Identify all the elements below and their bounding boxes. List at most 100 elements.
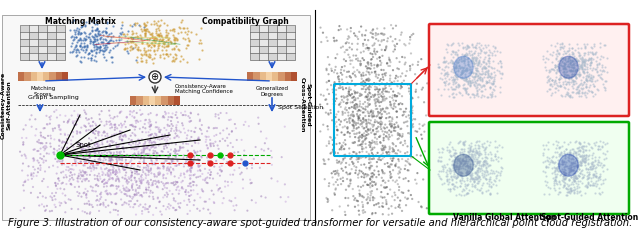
Point: [157, 48, 167, 52]
Text: Figure 3. Illustration of our consistency-aware spot-guided transformer for vers: Figure 3. Illustration of our consistenc…: [8, 218, 632, 228]
Point: [565, 151, 575, 155]
Point: [80, 172, 90, 175]
Point: [88, 205, 98, 209]
Point: [342, 94, 353, 98]
Point: [452, 53, 462, 57]
Point: [36, 131, 46, 134]
Point: [447, 177, 457, 181]
Point: [489, 75, 499, 79]
Point: [204, 168, 214, 172]
Point: [331, 187, 341, 190]
Point: [476, 166, 486, 170]
Point: [474, 64, 484, 68]
Point: [388, 157, 398, 161]
Point: [135, 203, 145, 207]
Point: [355, 116, 365, 120]
Point: [478, 65, 488, 69]
Point: [44, 152, 54, 156]
Point: [118, 184, 128, 188]
Point: [571, 72, 581, 76]
Point: [370, 118, 380, 122]
Point: [108, 47, 118, 50]
Point: [488, 82, 499, 86]
Point: [202, 143, 212, 147]
Point: [452, 185, 463, 189]
Point: [457, 52, 467, 55]
Point: [340, 138, 350, 142]
Point: [478, 160, 488, 164]
Point: [559, 69, 569, 73]
Point: [570, 150, 580, 154]
Point: [80, 164, 90, 167]
Point: [564, 60, 575, 64]
Point: [71, 28, 81, 31]
Point: [367, 123, 377, 126]
Point: [95, 44, 106, 48]
Point: [95, 197, 106, 201]
Point: [576, 94, 586, 98]
Point: [91, 124, 101, 127]
Point: [557, 67, 568, 71]
Point: [385, 35, 396, 39]
Point: [566, 69, 577, 72]
Point: [378, 99, 388, 103]
Point: [344, 106, 355, 110]
Point: [191, 32, 202, 36]
Point: [407, 96, 417, 100]
Point: [564, 177, 575, 181]
Point: [54, 138, 65, 142]
Point: [564, 74, 574, 78]
Point: [205, 142, 216, 145]
Point: [579, 160, 589, 164]
Point: [444, 167, 454, 171]
Point: [163, 156, 173, 160]
Point: [582, 177, 593, 181]
Point: [372, 27, 382, 31]
Point: [360, 180, 371, 184]
Point: [584, 89, 594, 93]
Point: [170, 36, 180, 40]
Point: [367, 111, 378, 115]
Point: [471, 69, 481, 72]
Point: [477, 156, 487, 160]
Point: [29, 147, 40, 151]
Point: [328, 176, 338, 179]
Point: [72, 26, 82, 30]
Point: [72, 190, 83, 194]
Point: [161, 34, 171, 37]
Point: [359, 58, 369, 62]
Point: [477, 77, 487, 81]
Point: [488, 88, 499, 92]
Point: [457, 174, 467, 178]
Point: [25, 118, 35, 121]
Point: [195, 119, 205, 123]
Point: [137, 41, 147, 45]
Point: [351, 132, 361, 136]
Point: [404, 114, 414, 117]
Point: [601, 79, 611, 83]
Point: [28, 174, 38, 178]
Point: [388, 98, 399, 102]
Point: [474, 146, 484, 150]
Point: [218, 201, 228, 205]
Point: [348, 66, 358, 69]
Point: [180, 131, 190, 135]
Point: [155, 171, 165, 175]
Bar: [285, 72, 291, 81]
Point: [106, 155, 116, 158]
Point: [365, 161, 376, 164]
Point: [126, 138, 136, 142]
Point: [560, 176, 570, 180]
Point: [373, 202, 383, 205]
Point: [357, 200, 367, 204]
Point: [37, 141, 47, 145]
Point: [377, 122, 387, 126]
Point: [348, 114, 358, 118]
Point: [538, 55, 548, 58]
Point: [359, 163, 369, 166]
Point: [88, 147, 99, 151]
Point: [93, 179, 104, 182]
Point: [359, 110, 369, 114]
Point: [568, 62, 579, 66]
Point: [182, 212, 193, 216]
